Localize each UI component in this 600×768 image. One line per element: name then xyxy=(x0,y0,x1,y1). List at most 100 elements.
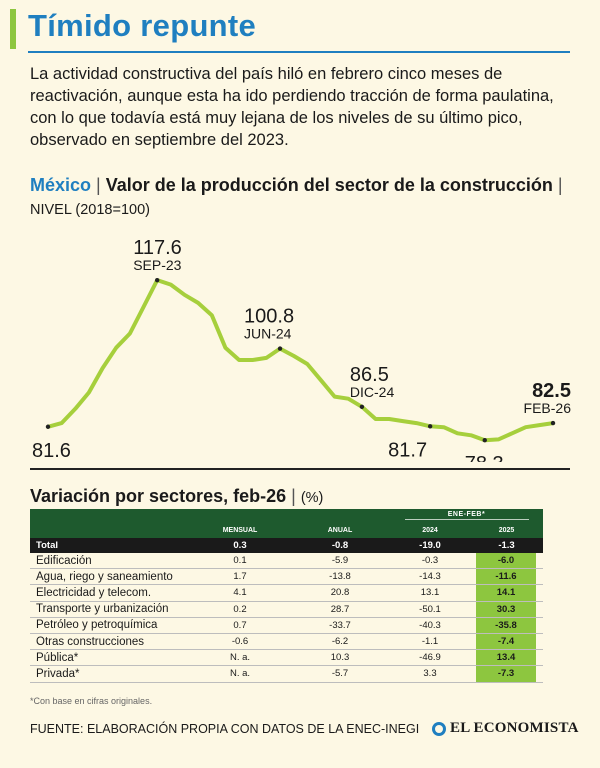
row-name: Agua, riego y saneamiento xyxy=(36,570,173,583)
period-label: ENE-FEB* xyxy=(447,511,486,518)
sectors-title: Variación por sectores, feb-26 | (%) xyxy=(30,486,323,507)
row-2024: -14.3 xyxy=(419,571,441,583)
row-name: Pública* xyxy=(36,651,79,664)
row-mensual: 0.1 xyxy=(233,555,247,567)
row-name: Edificación xyxy=(36,554,92,567)
title-accent-bar xyxy=(10,9,16,49)
sectors-table: ENE-FEB* MENSUAL ANUAL 2024 2025 Total 0… xyxy=(30,509,543,683)
row-name: Privada* xyxy=(36,667,80,680)
row-2025: -35.8 xyxy=(476,617,536,633)
column-header-2025: 2025 xyxy=(498,527,515,534)
title-divider xyxy=(28,51,570,53)
row-anual: -5.9 xyxy=(331,555,349,567)
data-point-marker xyxy=(45,424,51,429)
period-underline xyxy=(405,519,529,520)
publisher-logo-text: EL ECONOMISTA xyxy=(450,720,579,736)
chart-title-separator: | xyxy=(96,175,101,195)
data-point-marker xyxy=(359,404,365,409)
data-point-marker xyxy=(550,420,556,426)
data-label-date: DIC-24 xyxy=(350,384,395,400)
row-mensual: N. a. xyxy=(229,668,251,680)
row-2025: 30.3 xyxy=(476,601,536,617)
data-label-value: 117.6 xyxy=(133,237,182,259)
row-anual: 10.3 xyxy=(330,652,350,664)
period-header-row: ENE-FEB* xyxy=(30,509,543,523)
page-title: Tímido repunte xyxy=(28,8,257,43)
chart-country: México xyxy=(30,175,92,195)
row-anual: -13.8 xyxy=(329,571,351,583)
row-2025: 13.4 xyxy=(476,650,536,666)
publisher-logo: EL ECONOMISTA xyxy=(432,720,579,737)
data-label-value: 81.7 xyxy=(388,439,427,461)
row-anual: -33.7 xyxy=(329,619,351,631)
row-name: Electricidad y telecom. xyxy=(36,586,152,599)
row-2025: -11.6 xyxy=(476,569,536,585)
row-mensual: N. a. xyxy=(229,652,251,664)
chart-title: México | Valor de la producción del sect… xyxy=(30,174,570,222)
table-row: Pública* N. a. 10.3 -46.9 13.4 xyxy=(30,650,543,667)
row-mensual: 4.1 xyxy=(233,587,247,599)
row-mensual: 0.7 xyxy=(233,619,247,631)
total-2024: -19.0 xyxy=(419,540,441,551)
total-anual: -0.8 xyxy=(331,540,349,551)
globe-icon xyxy=(432,721,446,736)
row-name: Petróleo y petroquímica xyxy=(36,619,158,632)
column-header-2024: 2024 xyxy=(422,527,438,534)
column-header-mensual: MENSUAL xyxy=(222,527,258,534)
table-row: Edificación 0.1 -5.9 -0.3 -6.0 xyxy=(30,553,543,570)
row-name: Otras construcciones xyxy=(36,635,145,648)
row-mensual: -0.6 xyxy=(231,636,249,648)
row-2024: 13.1 xyxy=(420,587,440,599)
lead-paragraph: La actividad constructiva del país hiló … xyxy=(30,65,554,149)
data-label-value: 100.8 xyxy=(244,306,294,328)
row-mensual: 1.7 xyxy=(233,571,247,583)
data-label-value: 86.5 xyxy=(350,364,389,386)
row-2025: -6.0 xyxy=(476,553,536,569)
row-name: Transporte y urbanización xyxy=(36,603,169,616)
chart-unit: NIVEL (2018=100) xyxy=(30,202,150,218)
series-line xyxy=(46,278,555,443)
sectors-title-text: Variación por sectores, feb-26 xyxy=(30,486,287,506)
row-anual: -5.7 xyxy=(331,668,349,680)
total-name: Total xyxy=(36,540,58,551)
row-2024: -0.3 xyxy=(421,555,439,567)
row-2025: 14.1 xyxy=(476,585,536,601)
row-2024: -50.1 xyxy=(419,603,441,615)
table-row: Privada* N. a. -5.7 3.3 -7.3 xyxy=(30,666,543,683)
total-row: Total 0.3 -0.8 -19.0 -1.3 xyxy=(30,538,543,553)
row-anual: -6.2 xyxy=(331,636,349,648)
row-anual: 28.7 xyxy=(330,603,350,615)
row-2025: -7.4 xyxy=(476,633,536,650)
column-header-anual: ANUAL xyxy=(327,527,353,534)
table-row: Petróleo y petroquímica 0.7 -33.7 -40.3 … xyxy=(30,617,543,634)
row-2024: -46.9 xyxy=(419,652,441,664)
chart-unit-separator: | xyxy=(557,175,563,195)
chart-title-text: Valor de la producción del sector de la … xyxy=(105,175,553,195)
data-label-date: JUN-24 xyxy=(244,326,292,342)
total-mensual: 0.3 xyxy=(233,540,247,551)
source-credit: FUENTE: ELABORACIÓN PROPIA CON DATOS DE … xyxy=(30,722,420,736)
data-point-marker xyxy=(277,346,283,351)
row-anual: 20.8 xyxy=(330,587,350,599)
data-label-value: 81.6 xyxy=(32,440,71,462)
table-row: Agua, riego y saneamiento 1.7 -13.8 -14.… xyxy=(30,569,543,586)
data-label-value: 82.5 xyxy=(532,380,571,402)
data-point-marker xyxy=(482,437,487,443)
row-2024: -40.3 xyxy=(419,619,441,631)
data-label-date: SEP-23 xyxy=(133,257,181,273)
data-point-marker xyxy=(154,277,160,283)
row-2024: 3.3 xyxy=(423,668,437,680)
data-label-date: ENE-23 xyxy=(32,461,81,462)
row-2025: -7.3 xyxy=(476,666,536,682)
table-row: Otras construcciones -0.6 -6.2 -1.1 -7.4 xyxy=(30,633,543,651)
column-header-row: MENSUAL ANUAL 2024 2025 xyxy=(30,523,543,538)
row-2024: -1.1 xyxy=(421,636,439,648)
data-label-date: MAY-25 xyxy=(388,460,436,462)
sectors-unit: (%) xyxy=(300,490,324,506)
total-2025: -1.3 xyxy=(498,540,515,551)
data-label-date: FEB-26 xyxy=(524,400,572,416)
data-label-value: 78.3 xyxy=(465,453,504,462)
sectors-unit-separator: | xyxy=(291,486,296,506)
table-row: Electricidad y telecom. 4.1 20.8 13.1 14… xyxy=(30,585,543,602)
